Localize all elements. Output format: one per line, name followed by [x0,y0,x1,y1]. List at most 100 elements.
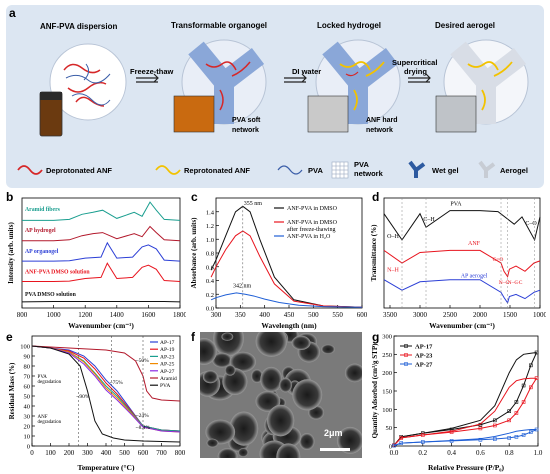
sem-pore [213,332,244,357]
legend-label-anf-pva-dmso-solution: ANF-PVA DMSO solution [25,269,90,275]
series-point [507,436,511,440]
series-point [514,400,519,404]
anf-hard-line2: network [366,127,393,134]
scheme-legend-glyphs [17,160,496,179]
label-co-double: C=O [493,257,504,263]
label-50pct: ~50% [136,358,149,364]
y-tick-label: 1.2 [206,223,214,230]
x-tick-label: 0.2 [418,449,427,457]
legend-marker [404,353,408,357]
legend-label-ap-27: AP-27 [415,362,433,369]
label-24pct: ~24% [136,413,149,419]
legend-pva: PVA [308,166,323,175]
chart-d-ftir: 3500 3000 2500 2000 1500 1000 Wavenumber (cm⁻¹… [370,197,546,330]
pva-soft-line1: PVA soft [232,117,261,124]
sem-pore [266,404,295,437]
series-point [420,440,425,444]
wet-gel-glyph [408,160,426,178]
legend-marker [404,362,408,366]
sem-scale-bar [320,448,350,451]
label-pva-degradation-2: degradation [38,380,62,385]
series-point [507,409,511,413]
y-tick-label: 0.4 [206,278,215,285]
sem-scale-label: 2μm [324,428,343,438]
organogel-photo [173,95,215,133]
legend-aerogel: Aerogel [500,166,528,175]
y-tick-label: 20 [24,424,31,431]
x-tick-label: 1600 [141,311,156,319]
series-point [507,418,511,423]
y-tick-label: 0 [389,444,392,451]
series-desorption-ap-23 [393,377,537,446]
label-nc-2: N–C [508,280,519,286]
hydrogel-title: Locked hydrogel [317,21,382,30]
sem-pore [212,352,232,368]
x-axis-label: Relative Pressure (P/P₀) [428,463,505,472]
series-line-anf-pva-in-dmso-after-freeze-thawing [210,230,363,308]
x-tick-label: 100 [45,449,56,457]
panel-label-a: a [9,6,16,20]
sem-pore [344,363,362,383]
x-tick-label: 400 [101,449,112,457]
panel-label-c: c [191,190,198,204]
label-ch: C–H [423,217,435,223]
sem-pore [251,369,263,383]
sem-pore [255,332,288,357]
y-tick-label: 0.2 [206,292,214,299]
legend-label-0: ANF-PVA in DMSO [287,206,338,212]
label-75pct: ~75% [110,380,123,386]
panel-label-d: d [372,190,380,204]
x-tick-label: 550 [332,311,343,319]
series-point [529,363,533,368]
label-c: –C [515,280,523,286]
series-line-ap-organogel [22,241,181,262]
annotation-355nm: 355 nm [244,201,262,207]
sem-pore [299,433,315,450]
x-axis-label: Wavenumber (cm⁻¹) [68,321,134,330]
sem-pore [224,364,236,376]
x-tick-label: 400 [259,311,270,319]
x-tick-label: 3500 [383,311,398,319]
legend-wet-gel: Wet gel [432,166,459,175]
sem-pore [292,379,323,411]
legend-label-ap-25: AP-25 [160,362,175,368]
pva-glyph [277,165,303,175]
series-line-aramid-fibers [22,201,181,221]
series-line-anf-pva-in-dmso [210,205,363,308]
label-90pct: ~90% [76,394,89,400]
series-line-ap-aerogel [383,279,541,304]
y-tick-label: 200 [382,370,392,377]
x-tick-label: 350 [235,311,246,319]
x-tick-label: 1800 [173,311,186,319]
series-point [478,437,483,442]
sem-pore [321,344,335,354]
label-ap-aerogel: AP aerogel [461,274,488,280]
arrow-3 [408,73,431,83]
chart-c-uv-vis: 300 350 400 450 500 550 600 0.0 0.2 0.4 0.6 0.8 1.0 1… [190,197,368,330]
x-tick-label: 0.4 [447,449,456,457]
series-point [449,439,454,443]
series-desorption-ap-17 [393,352,537,446]
chart-b-ftir-raman: 800 1000 1200 1400 1600 1800 Wavenumber (cm⁻¹)… [7,197,186,330]
sem-pore [221,332,234,341]
y-axis-label: Absorbance (arb. units) [190,217,198,289]
label-anf-degradation-1: ANF [38,415,48,420]
y-tick-label: 100 [382,407,392,414]
series-point [521,433,526,437]
pva-soft-line2: network [232,127,259,134]
label-anf: ANF [468,241,481,247]
legend-label-ap-23: AP-23 [415,353,433,360]
y-tick-label: 0.8 [206,251,214,258]
plot-frame [383,197,541,309]
y-tick-label: 10 [24,434,31,441]
y-tick-label: 60 [24,384,31,391]
sem-pore [229,351,256,372]
series-line-anf [383,249,541,278]
y-tick-label: 150 [382,389,392,396]
series-point [420,433,425,437]
y-tick-label: 300 [382,334,392,341]
x-tick-label: 300 [82,449,93,457]
x-tick-label: 0 [30,449,34,457]
x-tick-label: 200 [64,449,75,457]
dispersion-title: ANF-PVA dispersion [40,22,118,31]
